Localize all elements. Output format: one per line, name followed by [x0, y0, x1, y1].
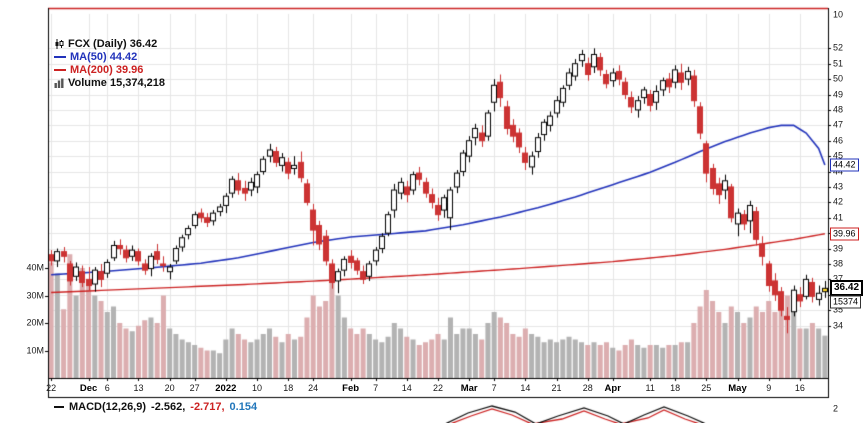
symbol-title: FCX (Daily) 36.42 [68, 37, 158, 50]
ma200-line-swatch-icon [54, 68, 66, 71]
legend-symbol-row: FCX (Daily) 36.42 [54, 37, 165, 50]
macd-line-swatch-icon [54, 406, 64, 408]
macd-legend: MACD(12,26,9) -2.562, -2.717, 0.154 [54, 401, 257, 413]
ma50-label: MA(50) 44.42 [70, 50, 138, 63]
legend-ma200-row: MA(200) 39.96 [54, 63, 165, 76]
chart-legend: FCX (Daily) 36.42 MA(50) 44.42 MA(200) 3… [54, 37, 165, 89]
macd-value: -2.562, [151, 401, 186, 413]
macd-name: MACD(12,26,9) [69, 401, 147, 413]
macd-signal-value: -2.717, [190, 401, 225, 413]
macd-histogram-value: 0.154 [229, 401, 258, 413]
volume-label: Volume 15,374,218 [68, 76, 166, 89]
candlestick-icon [54, 38, 64, 49]
legend-volume-row: Volume 15,374,218 [54, 76, 165, 89]
ma50-line-swatch-icon [54, 55, 66, 58]
volume-bars-icon [54, 78, 64, 88]
ma200-label: MA(200) 39.96 [70, 63, 144, 76]
legend-ma50-row: MA(50) 44.42 [54, 50, 165, 63]
